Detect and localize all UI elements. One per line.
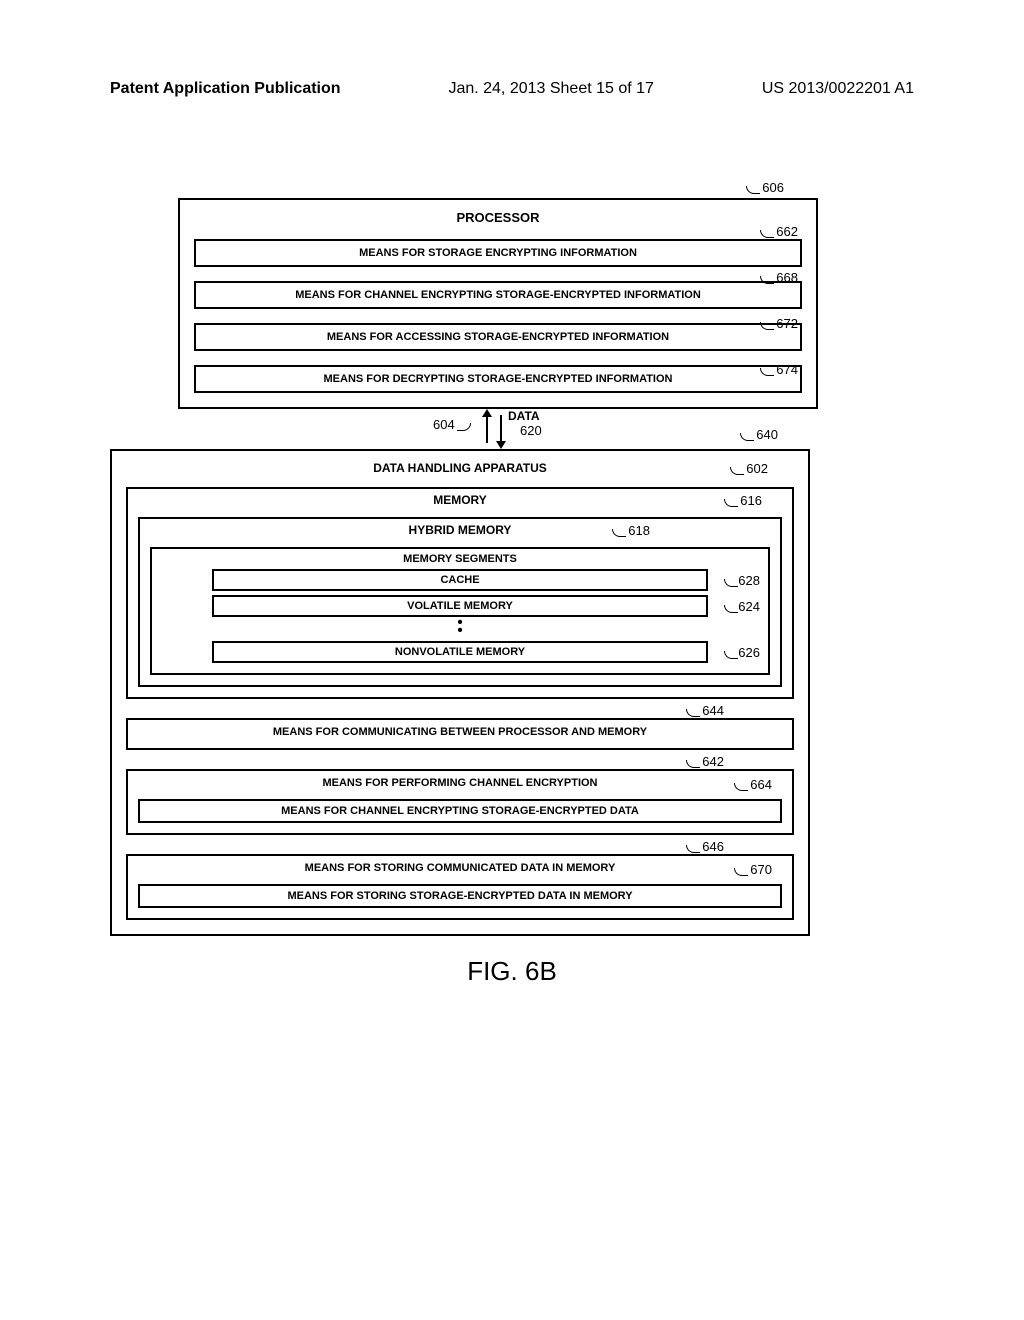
- ref-640: 640: [740, 427, 778, 442]
- ref-644: 644: [56, 703, 724, 718]
- header-center: Jan. 24, 2013 Sheet 15 of 17: [448, 80, 654, 98]
- memory-title: MEMORY: [138, 493, 782, 507]
- header-left: Patent Application Publication: [110, 80, 341, 98]
- ref-670: 670: [734, 862, 772, 877]
- nonvolatile-label: NONVOLATILE MEMORY: [395, 646, 525, 658]
- means-642: MEANS FOR PERFORMING CHANNEL ENCRYPTION …: [126, 769, 794, 835]
- figure-caption: FIG. 6B: [110, 956, 914, 987]
- means-672: MEANS FOR ACCESSING STORAGE-ENCRYPTED IN…: [194, 323, 802, 351]
- ref-616: 616: [724, 493, 762, 508]
- ref-620: 620: [520, 423, 542, 438]
- hybrid-title: HYBRID MEMORY: [150, 523, 770, 537]
- arrow-up-icon: [486, 415, 488, 443]
- means-644: MEANS FOR COMMUNICATING BETWEEN PROCESSO…: [126, 718, 794, 750]
- apparatus-title: DATA HANDLING APPARATUS: [126, 461, 794, 475]
- ref-618: 618: [612, 523, 650, 538]
- processor-title: PROCESSOR: [194, 210, 802, 225]
- ref-664: 664: [734, 777, 772, 792]
- apparatus-block: DATA HANDLING APPARATUS 602 MEMORY 616 H…: [110, 449, 810, 936]
- cache-block: CACHE 628: [212, 569, 708, 591]
- page-header: Patent Application Publication Jan. 24, …: [110, 80, 914, 98]
- ref-628: 628: [722, 573, 760, 588]
- means-646-label: MEANS FOR STORING COMMUNICATED DATA IN M…: [305, 862, 616, 874]
- data-label: DATA: [508, 409, 540, 423]
- data-link: 604 DATA 620 640: [178, 409, 818, 449]
- memory-segments-block: MEMORY SEGMENTS CACHE 628 VOLATILE MEMOR…: [150, 547, 770, 675]
- means-664: MEANS FOR CHANNEL ENCRYPTING STORAGE-ENC…: [138, 799, 782, 823]
- means-668: MEANS FOR CHANNEL ENCRYPTING STORAGE-ENC…: [194, 281, 802, 309]
- means-662: MEANS FOR STORAGE ENCRYPTING INFORMATION: [194, 239, 802, 267]
- means-670: MEANS FOR STORING STORAGE-ENCRYPTED DATA…: [138, 884, 782, 908]
- ref-662: 662: [760, 224, 798, 239]
- ref-602: 602: [730, 461, 768, 476]
- ref-626: 626: [722, 645, 760, 660]
- arrow-down-icon: [500, 415, 502, 443]
- memory-block: MEMORY 616 HYBRID MEMORY 618 MEMORY SEGM…: [126, 487, 794, 699]
- means-646: MEANS FOR STORING COMMUNICATED DATA IN M…: [126, 854, 794, 920]
- segments-title: MEMORY SEGMENTS: [212, 553, 708, 565]
- nonvolatile-block: NONVOLATILE MEMORY 626: [212, 641, 708, 663]
- ref-642: 642: [56, 754, 724, 769]
- hybrid-memory-block: HYBRID MEMORY 618 MEMORY SEGMENTS CACHE …: [138, 517, 782, 687]
- ref-604: 604: [433, 417, 471, 432]
- means-642-label: MEANS FOR PERFORMING CHANNEL ENCRYPTION: [322, 777, 597, 789]
- cache-label: CACHE: [440, 574, 479, 586]
- volatile-block: VOLATILE MEMORY 624: [212, 595, 708, 617]
- ref-646: 646: [56, 839, 724, 854]
- processor-block: PROCESSOR 662 MEANS FOR STORAGE ENCRYPTI…: [178, 198, 818, 409]
- means-674: MEANS FOR DECRYPTING STORAGE-ENCRYPTED I…: [194, 365, 802, 393]
- ref-606: 606: [746, 180, 784, 195]
- vdots-icon: ••: [212, 617, 708, 637]
- ref-624: 624: [722, 599, 760, 614]
- header-right: US 2013/0022201 A1: [762, 80, 914, 98]
- page: Patent Application Publication Jan. 24, …: [0, 0, 1024, 1320]
- volatile-label: VOLATILE MEMORY: [407, 600, 513, 612]
